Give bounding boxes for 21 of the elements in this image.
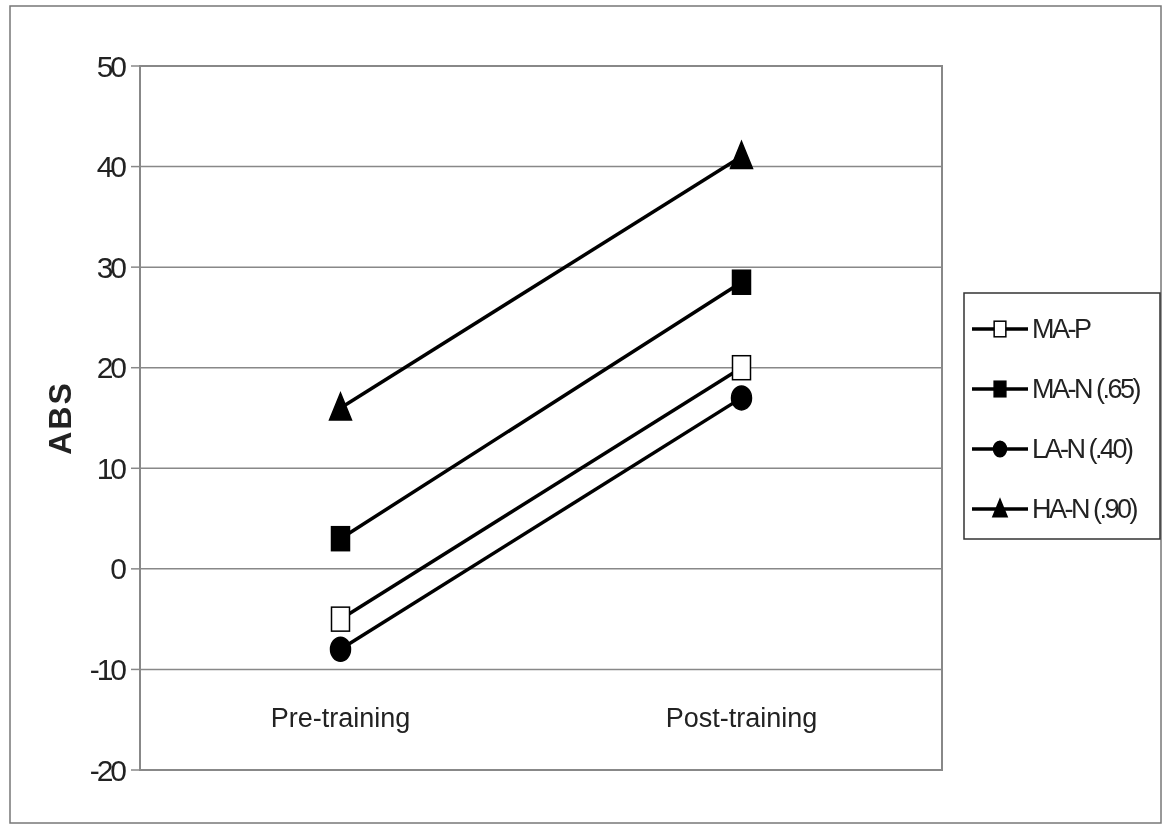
y-tick-label: -10 xyxy=(89,652,127,686)
point xyxy=(330,606,351,632)
legend-label: MA-N (.65) xyxy=(1032,374,1141,405)
point xyxy=(330,525,351,552)
y-tick-label: 50 xyxy=(96,49,127,83)
point xyxy=(731,269,752,295)
point xyxy=(730,385,753,411)
y-tick-label: 40 xyxy=(96,150,127,184)
y-tick-label: 0 xyxy=(110,552,127,586)
legend-label: MA-P xyxy=(1032,314,1091,345)
y-tick-label: 20 xyxy=(96,351,127,385)
legend-label: LA-N (.40) xyxy=(1032,434,1134,465)
y-tick-label: -20 xyxy=(89,753,127,787)
legend-label: HA-N (.90) xyxy=(1032,494,1138,525)
x-tick-label: Pre-training xyxy=(270,703,411,734)
point xyxy=(329,636,352,663)
y-axis-title: ABS xyxy=(42,381,79,455)
y-tick-label: 30 xyxy=(96,250,127,284)
point xyxy=(731,354,752,381)
y-tick-label: 10 xyxy=(96,451,127,485)
x-tick-label: Post-training xyxy=(665,703,818,734)
